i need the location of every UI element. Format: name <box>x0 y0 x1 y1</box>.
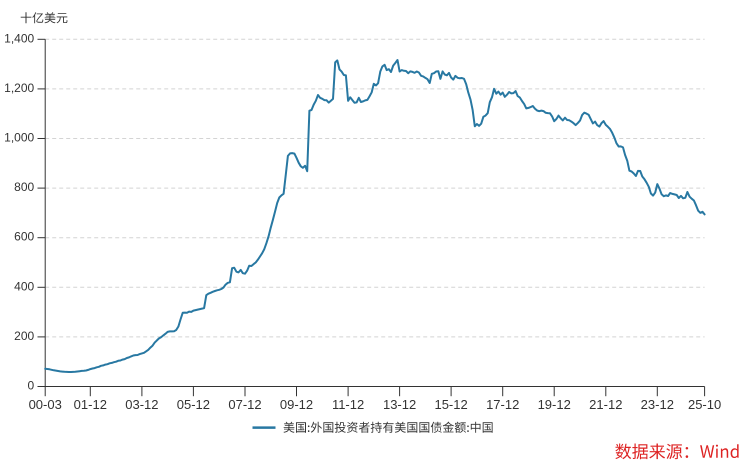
svg-text:21-12: 21-12 <box>589 397 622 412</box>
svg-text:19-12: 19-12 <box>538 397 571 412</box>
svg-text:1,200: 1,200 <box>4 81 34 95</box>
svg-text:0: 0 <box>28 379 35 393</box>
svg-text:600: 600 <box>14 230 34 244</box>
svg-text:15-12: 15-12 <box>434 397 467 412</box>
svg-text:13-12: 13-12 <box>383 397 416 412</box>
svg-text:1,000: 1,000 <box>4 131 34 145</box>
svg-text:25-10: 25-10 <box>688 397 721 412</box>
svg-text:00-03: 00-03 <box>29 397 62 412</box>
svg-text:05-12: 05-12 <box>177 397 210 412</box>
svg-text:17-12: 17-12 <box>486 397 519 412</box>
svg-text:23-12: 23-12 <box>641 397 674 412</box>
svg-text:09-12: 09-12 <box>280 397 313 412</box>
svg-text:400: 400 <box>14 279 34 293</box>
svg-text:800: 800 <box>14 180 34 194</box>
svg-text:1,400: 1,400 <box>4 31 34 45</box>
svg-text:200: 200 <box>14 329 34 343</box>
svg-text:01-12: 01-12 <box>74 397 107 412</box>
svg-text:03-12: 03-12 <box>125 397 158 412</box>
svg-text:11-12: 11-12 <box>332 397 364 412</box>
svg-text:07-12: 07-12 <box>228 397 261 412</box>
